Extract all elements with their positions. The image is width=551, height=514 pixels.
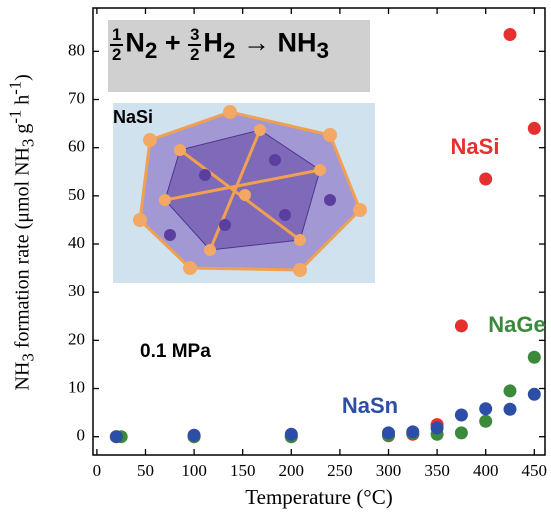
data-point [285,428,298,441]
data-point [188,429,201,442]
x-tick-label: 50 [137,461,154,480]
text-segment: 3 [18,353,37,361]
x-tick-label: 250 [327,461,353,480]
data-point [479,402,492,415]
y-tick-label: 10 [68,377,85,396]
x-tick-label: 150 [230,461,256,480]
data-point [382,426,395,439]
x-axis-title: Temperature (°C) [245,485,392,509]
text-segment: N [125,28,145,58]
data-point [455,409,468,422]
x-tick-label: 0 [93,461,102,480]
annotation: 0.1 MPa [140,341,211,362]
series-label: NaGe [488,312,545,337]
numerator: 3 [188,26,201,46]
text-segment: ) [11,74,33,81]
x-tick-label: 300 [376,461,402,480]
data-point [479,172,492,185]
data-point [504,28,517,41]
y-axis-title: NH3 formation rate (μmol NH3 g-1 h-1) [6,12,39,452]
y-tick-label: 20 [68,329,85,348]
series-label: NaSn [342,393,398,418]
text-segment: → NH [235,28,316,58]
text-segment: 3 [18,139,37,147]
data-point [406,425,419,438]
text-segment: formation rate (μmol NH [11,147,33,353]
data-point [455,319,468,332]
text-segment: 2 [223,38,236,63]
data-point [479,415,492,428]
series-label: NaSi [451,134,500,159]
x-tick-label: 200 [279,461,305,480]
chart: NaSi 0.1 MPa Temperature (°C) 0501001502… [0,0,551,514]
x-tick-label: 400 [473,461,499,480]
text-segment: g [11,124,33,139]
y-tick-label: 40 [68,233,85,252]
data-point [504,403,517,416]
text-segment: -1 [6,81,25,95]
numerator: 1 [110,26,123,46]
text-segment: H [203,28,223,58]
y-tick-label: 0 [77,426,86,445]
text-segment: NH [11,362,33,391]
data-point [528,122,541,135]
inset-label: NaSi [113,107,153,127]
page: NaSi 0.1 MPa Temperature (°C) 0501001502… [0,0,551,514]
text-segment: -1 [6,110,25,124]
data-point [110,430,123,443]
denominator: 2 [110,46,123,64]
data-point [528,388,541,401]
text-segment: h [11,95,33,110]
x-tick-label: 450 [522,461,548,480]
data-point [504,384,517,397]
y-tick-label: 50 [68,185,85,204]
text-segment: 3 [316,38,329,63]
y-tick-label: 30 [68,281,85,300]
text-segment: + [157,28,188,58]
data-point [455,426,468,439]
y-tick-label: 80 [68,40,85,59]
x-tick-label: 350 [424,461,450,480]
text-segment: 2 [145,38,158,63]
y-tick-label: 70 [68,88,85,107]
data-point [528,351,541,364]
x-tick-label: 100 [181,461,207,480]
y-tick-label: 60 [68,137,85,156]
denominator: 2 [188,46,201,64]
data-point [431,422,444,435]
